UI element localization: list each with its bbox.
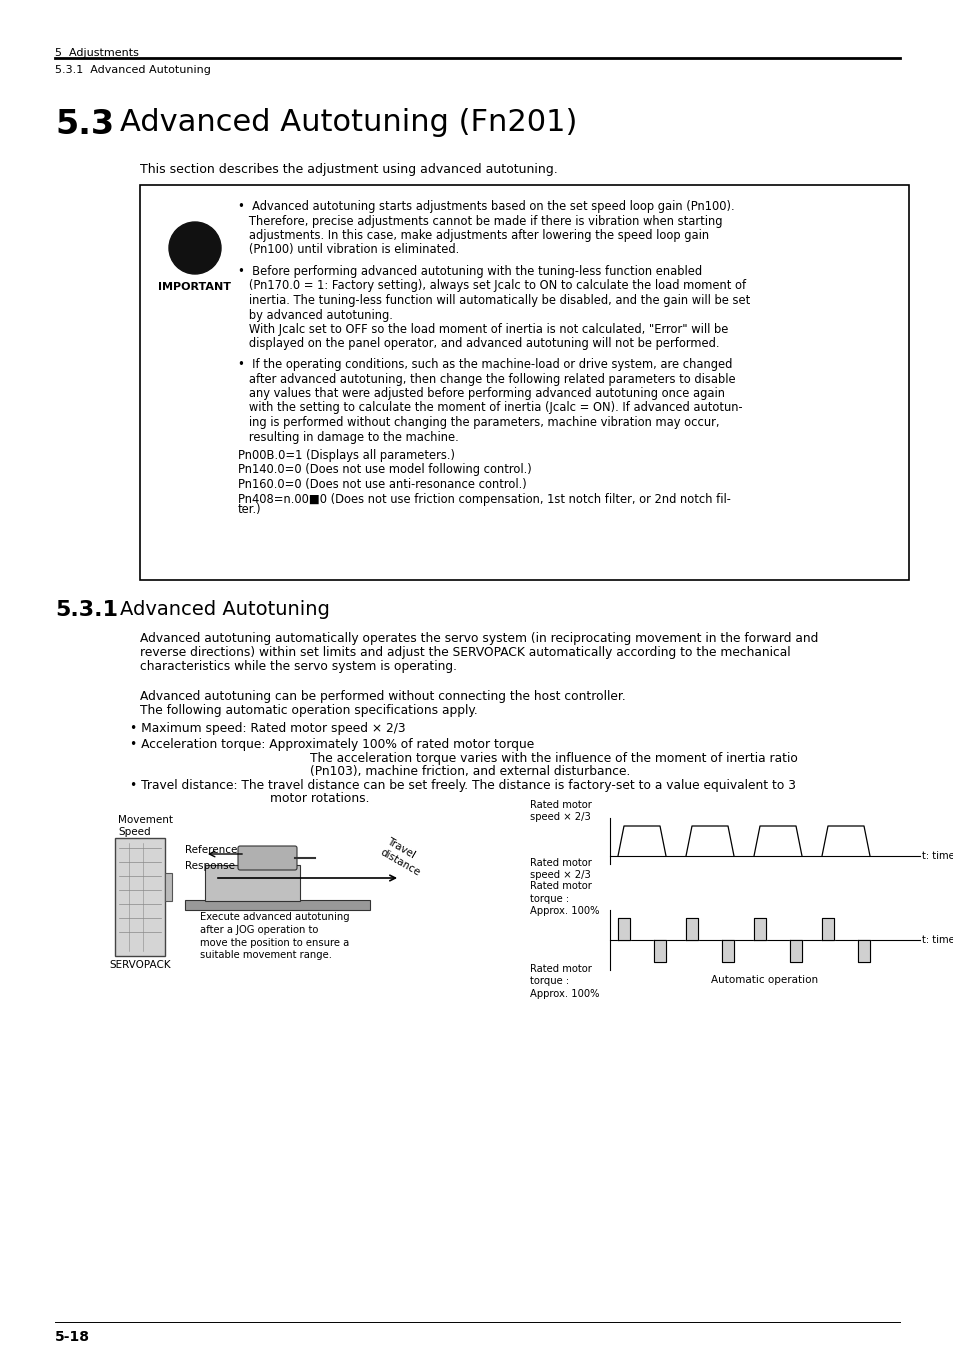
Text: 5.3: 5.3	[55, 108, 114, 140]
Text: Advanced autotuning can be performed without connecting the host controller.: Advanced autotuning can be performed wit…	[140, 690, 625, 703]
Text: t: time: t: time	[921, 850, 953, 861]
Text: With Jcalc set to OFF so the load moment of inertia is not calculated, "Error" w: With Jcalc set to OFF so the load moment…	[237, 323, 727, 336]
Text: motor rotations.: motor rotations.	[270, 792, 369, 805]
Text: •  If the operating conditions, such as the machine-load or drive system, are ch: • If the operating conditions, such as t…	[237, 358, 732, 371]
Text: •  Advanced autotuning starts adjustments based on the set speed loop gain (Pn10: • Advanced autotuning starts adjustments…	[237, 200, 734, 213]
Text: • Acceleration torque: Approximately 100% of rated motor torque: • Acceleration torque: Approximately 100…	[130, 738, 534, 751]
FancyBboxPatch shape	[165, 873, 172, 900]
Circle shape	[169, 221, 221, 274]
Text: inertia. The tuning-less function will automatically be disabled, and the gain w: inertia. The tuning-less function will a…	[237, 294, 749, 306]
FancyBboxPatch shape	[237, 846, 296, 869]
Text: 5-18: 5-18	[55, 1330, 90, 1345]
Text: Pn160.0=0 (Does not use anti-resonance control.): Pn160.0=0 (Does not use anti-resonance c…	[237, 478, 526, 491]
Text: Pn00B.0=1 (Displays all parameters.): Pn00B.0=1 (Displays all parameters.)	[237, 450, 455, 462]
Polygon shape	[789, 940, 801, 963]
FancyBboxPatch shape	[185, 900, 370, 910]
Text: Travel
distance: Travel distance	[377, 836, 428, 879]
Polygon shape	[753, 918, 765, 940]
Polygon shape	[821, 918, 833, 940]
Text: (Pn100) until vibration is eliminated.: (Pn100) until vibration is eliminated.	[237, 243, 458, 256]
Text: Execute advanced autotuning
after a JOG operation to
move the position to ensure: Execute advanced autotuning after a JOG …	[200, 913, 349, 960]
Text: after advanced autotuning, then change the following related parameters to disab: after advanced autotuning, then change t…	[237, 373, 735, 386]
Text: •  Before performing advanced autotuning with the tuning-less function enabled: • Before performing advanced autotuning …	[237, 265, 701, 278]
Text: Rated motor
speed × 2/3: Rated motor speed × 2/3	[530, 799, 591, 822]
Text: Rated motor
torque :
Approx. 100%: Rated motor torque : Approx. 100%	[530, 964, 598, 999]
Text: Therefore, precise adjustments cannot be made if there is vibration when startin: Therefore, precise adjustments cannot be…	[237, 215, 721, 228]
Text: Advanced Autotuning: Advanced Autotuning	[120, 599, 330, 620]
Text: characteristics while the servo system is operating.: characteristics while the servo system i…	[140, 660, 456, 674]
Text: t: time: t: time	[921, 936, 953, 945]
Text: Rated motor
speed × 2/3: Rated motor speed × 2/3	[530, 859, 591, 880]
Polygon shape	[721, 940, 733, 963]
Text: SERVOPACK: SERVOPACK	[109, 960, 171, 971]
Text: any values that were adjusted before performing advanced autotuning once again: any values that were adjusted before per…	[237, 387, 724, 400]
Text: by advanced autotuning.: by advanced autotuning.	[237, 309, 393, 321]
Text: displayed on the panel operator, and advanced autotuning will not be performed.: displayed on the panel operator, and adv…	[237, 338, 719, 351]
Text: resulting in damage to the machine.: resulting in damage to the machine.	[237, 431, 458, 444]
Text: (Pn103), machine friction, and external disturbance.: (Pn103), machine friction, and external …	[310, 765, 630, 778]
Text: • Maximum speed: Rated motor speed × 2/3: • Maximum speed: Rated motor speed × 2/3	[130, 722, 405, 734]
Text: The following automatic operation specifications apply.: The following automatic operation specif…	[140, 703, 477, 717]
Text: Pn140.0=0 (Does not use model following control.): Pn140.0=0 (Does not use model following …	[237, 463, 531, 477]
Text: 5  Adjustments: 5 Adjustments	[55, 49, 139, 58]
Text: 5.3.1  Advanced Autotuning: 5.3.1 Advanced Autotuning	[55, 65, 211, 76]
Text: Movement
Speed: Movement Speed	[118, 815, 172, 837]
Text: Reference: Reference	[185, 845, 237, 855]
FancyBboxPatch shape	[115, 838, 165, 956]
Text: ter.): ter.)	[237, 504, 261, 517]
Text: ing is performed without changing the parameters, machine vibration may occur,: ing is performed without changing the pa…	[237, 416, 719, 429]
Polygon shape	[618, 918, 629, 940]
Text: Response: Response	[185, 861, 234, 871]
Text: The acceleration torque varies with the influence of the moment of inertia ratio: The acceleration torque varies with the …	[310, 752, 797, 765]
FancyBboxPatch shape	[205, 865, 299, 900]
Text: Rated motor
torque :
Approx. 100%: Rated motor torque : Approx. 100%	[530, 882, 598, 917]
Text: • Travel distance: The travel distance can be set freely. The distance is factor: • Travel distance: The travel distance c…	[130, 779, 795, 792]
Text: reverse directions) within set limits and adjust the SERVOPACK automatically acc: reverse directions) within set limits an…	[140, 647, 790, 659]
Text: 5.3.1: 5.3.1	[55, 599, 118, 620]
Text: IMPORTANT: IMPORTANT	[158, 282, 232, 292]
Text: !: !	[188, 234, 202, 262]
Polygon shape	[857, 940, 869, 963]
Text: Advanced autotuning automatically operates the servo system (in reciprocating mo: Advanced autotuning automatically operat…	[140, 632, 818, 645]
Text: Pn408=n.00■0 (Does not use friction compensation, 1st notch filter, or 2nd notch: Pn408=n.00■0 (Does not use friction comp…	[237, 493, 730, 505]
FancyBboxPatch shape	[140, 185, 908, 580]
Text: adjustments. In this case, make adjustments after lowering the speed loop gain: adjustments. In this case, make adjustme…	[237, 230, 708, 242]
Text: This section describes the adjustment using advanced autotuning.: This section describes the adjustment us…	[140, 163, 558, 176]
Text: (Pn170.0 = 1: Factory setting), always set Jcalc to ON to calculate the load mom: (Pn170.0 = 1: Factory setting), always s…	[237, 279, 745, 293]
Polygon shape	[685, 918, 698, 940]
Text: Advanced Autotuning (Fn201): Advanced Autotuning (Fn201)	[120, 108, 577, 136]
Text: Automatic operation: Automatic operation	[711, 975, 818, 985]
Text: with the setting to calculate the moment of inertia (Jcalc = ON). If advanced au: with the setting to calculate the moment…	[237, 401, 741, 414]
Polygon shape	[654, 940, 665, 963]
